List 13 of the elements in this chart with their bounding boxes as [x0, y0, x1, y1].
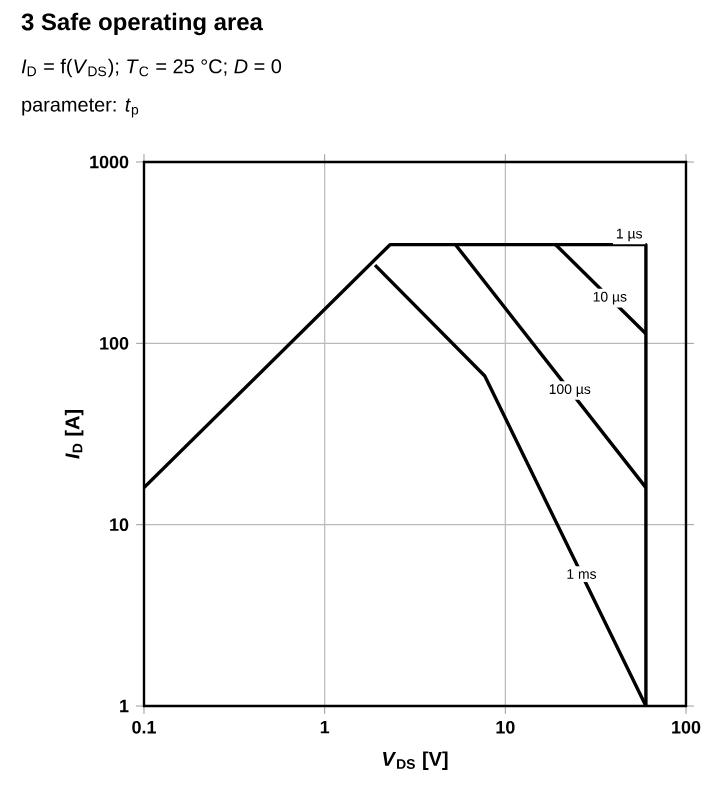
- text: parameter: t$_{p}$: [22, 98, 139, 118]
- y-tick-label: 1: [120, 699, 129, 713]
- x-tick-label: 0.1: [132, 720, 156, 734]
- y-tick-label: 1000: [90, 155, 129, 169]
- x-tick-label: 100: [672, 720, 701, 734]
- x-tick-label: 1: [320, 720, 330, 734]
- chart-title: 3 Safe operating area: [21, 12, 264, 36]
- text: I$_{D}$ = f(V$_{DS}$); T$_{C}$ = 25 °C; D = 0: [21, 58, 282, 78]
- x-tick-label: 10: [496, 720, 515, 734]
- y-tick-label: 10: [110, 518, 129, 532]
- y-axis-title: I$_{D}$ [A]: [64, 410, 84, 459]
- y-tick-label: 100: [100, 336, 129, 350]
- x-axis-title: V$_{DS}$ [V]: [383, 751, 448, 770]
